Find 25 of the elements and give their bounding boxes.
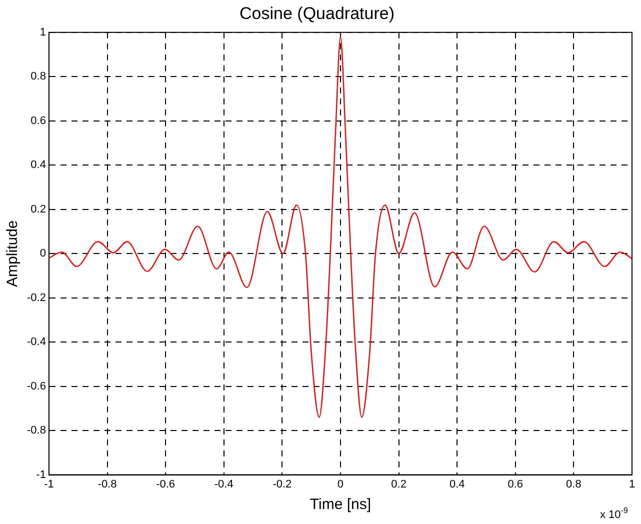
- x-tick-label: 0.4: [449, 478, 465, 490]
- line-series: [48, 36, 632, 418]
- chart-title: Cosine (Quadrature): [240, 4, 394, 23]
- y-tick-label: 0.2: [30, 203, 46, 216]
- y-axis-title: Amplitude: [4, 220, 22, 287]
- x-tick-label: -0.8: [98, 478, 117, 490]
- y-tick-label: 0.8: [30, 70, 46, 83]
- x-tick-label: -0.2: [272, 478, 292, 490]
- y-tick-label: -0.6: [26, 380, 46, 392]
- x-tick-label: 0.8: [566, 478, 582, 490]
- y-tick-label: -0.4: [26, 336, 46, 348]
- y-tick-label: 0.4: [30, 159, 46, 172]
- y-tick-label: -0.8: [26, 424, 46, 437]
- x-tick-label: -0.4: [214, 478, 234, 490]
- y-tick-label: -1: [36, 468, 46, 481]
- y-tick-label: 1: [40, 26, 46, 38]
- y-tick-label: 0: [40, 248, 46, 260]
- x-tick-label: 0: [337, 478, 344, 490]
- x-tick-label: 0.6: [508, 478, 524, 490]
- x-tick-label: 0.2: [391, 478, 406, 490]
- x-axis-title: Time [ns]: [310, 496, 372, 514]
- x-tick-label: 1: [628, 478, 636, 490]
- y-tick-label: -0.2: [26, 292, 46, 304]
- x-tick-label: -0.6: [156, 478, 176, 490]
- y-tick-label: 0.6: [30, 114, 46, 127]
